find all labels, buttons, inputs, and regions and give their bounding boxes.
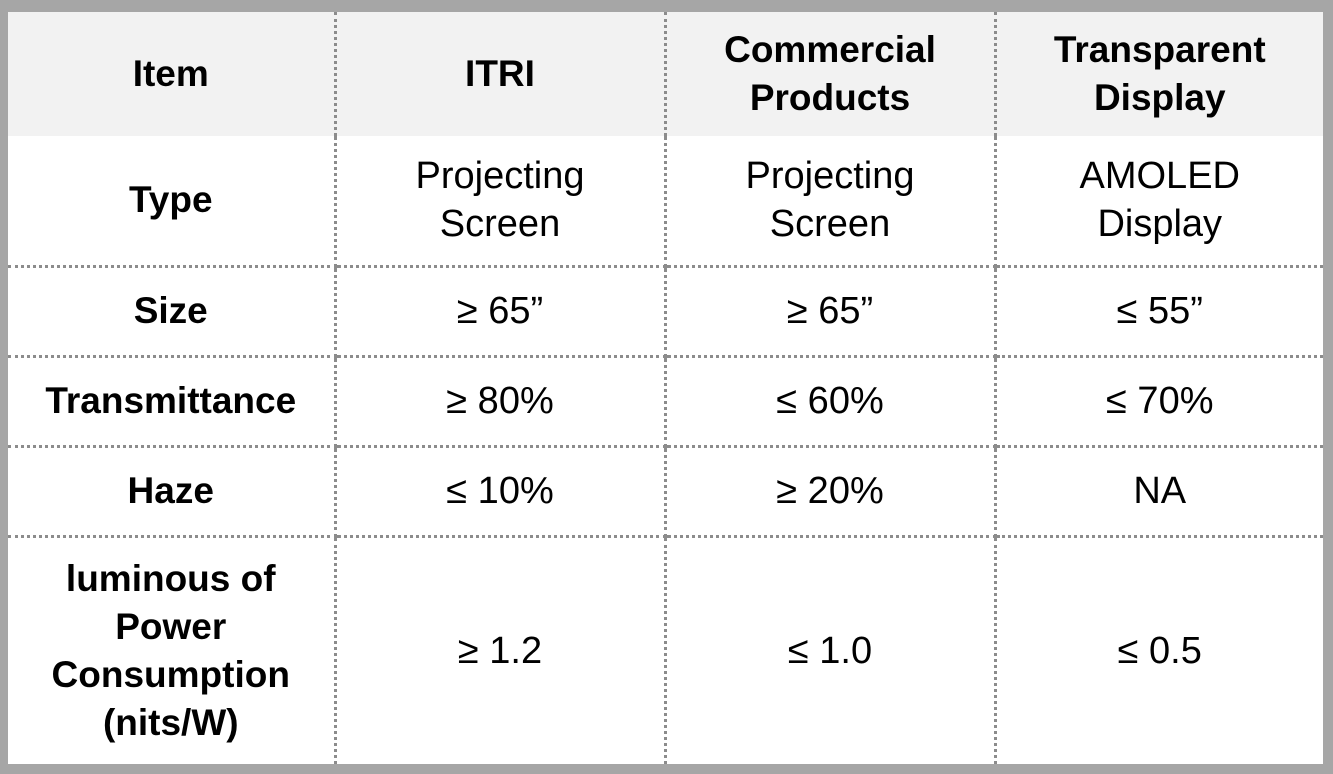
comparison-table: Item ITRI Commercial Products Transparen…: [8, 12, 1323, 764]
row-label-luminous-power: luminous of Power Consumption (nits/W): [8, 534, 337, 764]
cell-haze-transparent: NA: [993, 444, 1323, 538]
header-item: Item: [8, 12, 337, 136]
header-transparent-display: Transparent Display: [993, 12, 1323, 136]
header-commercial-products: Commercial Products: [663, 12, 997, 136]
cell-haze-commercial: ≥ 20%: [663, 444, 997, 538]
cell-transmittance-transparent: ≤ 70%: [993, 354, 1323, 448]
row-label-size: Size: [8, 264, 337, 358]
cell-size-transparent: ≤ 55”: [993, 264, 1323, 358]
cell-type-commercial: Projecting Screen: [663, 136, 997, 268]
table-row-luminous-power: luminous of Power Consumption (nits/W) ≥…: [8, 534, 1323, 764]
table-row-transmittance: Transmittance ≥ 80% ≤ 60% ≤ 70%: [8, 354, 1323, 448]
row-label-haze: Haze: [8, 444, 337, 538]
table-row-type: Type Projecting Screen Projecting Screen…: [8, 136, 1323, 268]
cell-haze-itri: ≤ 10%: [333, 444, 667, 538]
row-label-transmittance: Transmittance: [8, 354, 337, 448]
table-row-size: Size ≥ 65” ≥ 65” ≤ 55”: [8, 264, 1323, 358]
cell-luminous-transparent: ≤ 0.5: [993, 534, 1323, 764]
cell-size-itri: ≥ 65”: [333, 264, 667, 358]
header-itri: ITRI: [333, 12, 667, 136]
cell-type-itri: Projecting Screen: [333, 136, 667, 268]
cell-size-commercial: ≥ 65”: [663, 264, 997, 358]
cell-transmittance-commercial: ≤ 60%: [663, 354, 997, 448]
table-row-haze: Haze ≤ 10% ≥ 20% NA: [8, 444, 1323, 538]
cell-luminous-commercial: ≤ 1.0: [663, 534, 997, 764]
row-label-type: Type: [8, 136, 337, 268]
cell-luminous-itri: ≥ 1.2: [333, 534, 667, 764]
cell-transmittance-itri: ≥ 80%: [333, 354, 667, 448]
cell-type-transparent: AMOLED Display: [993, 136, 1323, 268]
header-row: Item ITRI Commercial Products Transparen…: [8, 12, 1323, 136]
